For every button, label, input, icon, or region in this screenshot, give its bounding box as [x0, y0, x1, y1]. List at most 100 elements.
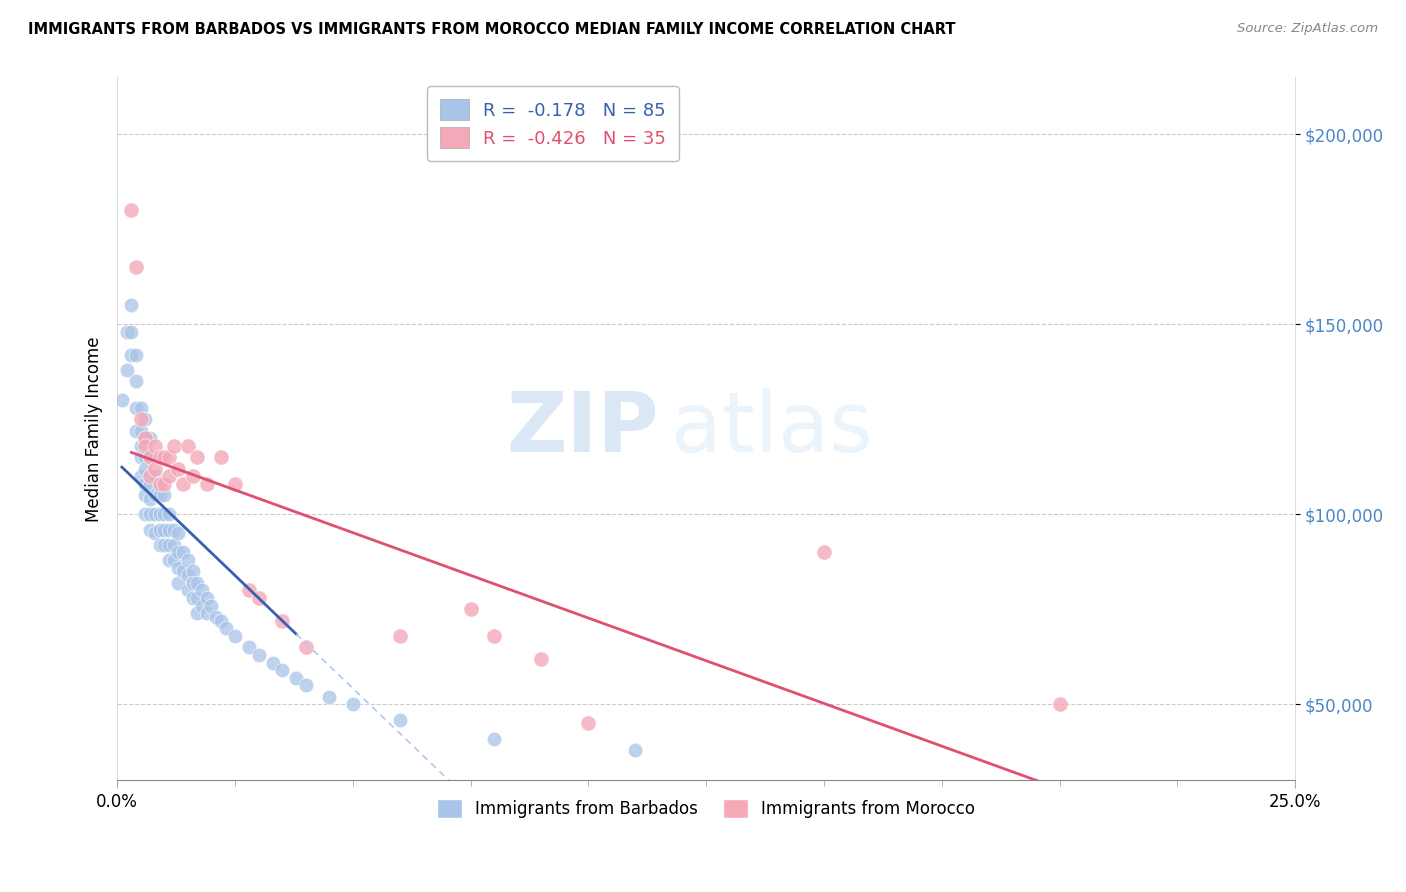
Point	[163, 523, 186, 537]
Point	[157, 508, 180, 522]
Point	[177, 568, 200, 582]
Point	[134, 450, 156, 465]
Point	[139, 469, 162, 483]
Point	[143, 462, 166, 476]
Point	[181, 565, 204, 579]
Point	[186, 606, 208, 620]
Point	[262, 656, 284, 670]
Point	[120, 348, 142, 362]
Point	[139, 431, 162, 445]
Point	[153, 450, 176, 465]
Point	[153, 488, 176, 502]
Y-axis label: Median Family Income: Median Family Income	[86, 336, 103, 522]
Point	[388, 713, 411, 727]
Point	[624, 743, 647, 757]
Point	[139, 469, 162, 483]
Text: Source: ZipAtlas.com: Source: ZipAtlas.com	[1237, 22, 1378, 36]
Point	[388, 629, 411, 643]
Point	[143, 508, 166, 522]
Point	[224, 477, 246, 491]
Point	[214, 621, 236, 635]
Point	[134, 508, 156, 522]
Point	[139, 492, 162, 507]
Point	[191, 583, 214, 598]
Point	[134, 431, 156, 445]
Point	[157, 450, 180, 465]
Point	[134, 477, 156, 491]
Point	[181, 575, 204, 590]
Point	[134, 488, 156, 502]
Point	[181, 591, 204, 605]
Point	[157, 553, 180, 567]
Point	[167, 462, 190, 476]
Point	[172, 477, 194, 491]
Point	[195, 606, 218, 620]
Point	[129, 450, 152, 465]
Point	[167, 575, 190, 590]
Point	[294, 640, 316, 655]
Point	[186, 575, 208, 590]
Point	[125, 424, 148, 438]
Point	[153, 523, 176, 537]
Point	[181, 469, 204, 483]
Point	[163, 538, 186, 552]
Point	[143, 439, 166, 453]
Point	[125, 348, 148, 362]
Point	[120, 325, 142, 339]
Point	[115, 363, 138, 377]
Point	[134, 412, 156, 426]
Point	[200, 599, 222, 613]
Point	[460, 602, 482, 616]
Point	[139, 450, 162, 465]
Point	[149, 538, 172, 552]
Point	[271, 663, 294, 677]
Point	[238, 640, 260, 655]
Point	[149, 477, 172, 491]
Point	[576, 716, 599, 731]
Point	[157, 538, 180, 552]
Point	[139, 450, 162, 465]
Point	[149, 477, 172, 491]
Point	[247, 591, 270, 605]
Legend: Immigrants from Barbados, Immigrants from Morocco: Immigrants from Barbados, Immigrants fro…	[430, 792, 983, 825]
Point	[153, 508, 176, 522]
Point	[186, 591, 208, 605]
Point	[111, 393, 134, 408]
Point	[120, 203, 142, 218]
Point	[271, 614, 294, 628]
Point	[318, 690, 340, 704]
Point	[1049, 698, 1071, 712]
Point	[129, 424, 152, 438]
Point	[149, 450, 172, 465]
Point	[172, 545, 194, 559]
Point	[134, 439, 156, 453]
Point	[482, 629, 505, 643]
Point	[294, 678, 316, 692]
Point	[209, 614, 232, 628]
Point	[205, 610, 228, 624]
Point	[129, 469, 152, 483]
Point	[177, 439, 200, 453]
Point	[125, 401, 148, 415]
Point	[129, 439, 152, 453]
Point	[149, 523, 172, 537]
Point	[125, 375, 148, 389]
Point	[153, 538, 176, 552]
Point	[163, 553, 186, 567]
Point	[129, 412, 152, 426]
Point	[238, 583, 260, 598]
Point	[157, 469, 180, 483]
Point	[143, 526, 166, 541]
Point	[177, 583, 200, 598]
Point	[139, 477, 162, 491]
Text: atlas: atlas	[671, 388, 873, 469]
Point	[163, 439, 186, 453]
Point	[129, 401, 152, 415]
Point	[139, 523, 162, 537]
Point	[195, 591, 218, 605]
Point	[134, 431, 156, 445]
Point	[167, 545, 190, 559]
Text: ZIP: ZIP	[506, 388, 659, 469]
Point	[139, 508, 162, 522]
Point	[172, 565, 194, 579]
